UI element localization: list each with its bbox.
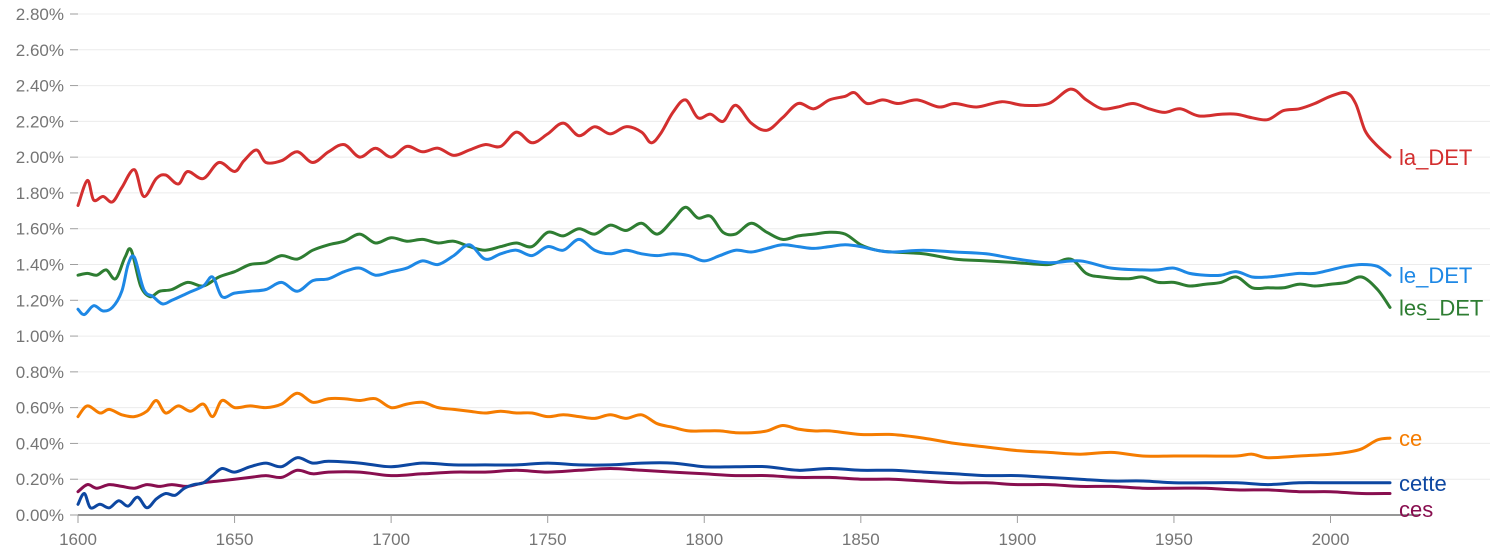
series-label-le-det: le_DET	[1399, 263, 1472, 288]
series-label-les-det: les_DET	[1399, 295, 1483, 320]
series-lines	[76, 87, 1392, 510]
y-tick-label: 0.60%	[16, 399, 64, 418]
series-line-ces	[76, 467, 1392, 496]
gridlines	[78, 13, 1490, 480]
y-tick-label: 2.40%	[16, 77, 64, 96]
y-tick-label: 1.20%	[16, 291, 64, 310]
x-tick-label: 1600	[59, 530, 97, 549]
series-line-les-det	[76, 205, 1392, 309]
series-line-ce	[76, 391, 1392, 460]
series-label-la-det: la_DET	[1399, 145, 1472, 170]
y-tick-label: 1.80%	[16, 184, 64, 203]
x-tick-label: 1700	[372, 530, 410, 549]
y-tick-label: 2.20%	[16, 112, 64, 131]
series-label-ce: ce	[1399, 426, 1422, 451]
x-tick-label: 2000	[1312, 530, 1350, 549]
series-line-cette	[76, 456, 1392, 510]
x-tick-label: 1800	[685, 530, 723, 549]
y-tick-label: 0.20%	[16, 470, 64, 489]
x-tick-label: 1750	[529, 530, 567, 549]
y-axis: 0.00% 0.20% 0.40% 0.60% 0.80% 1.00% 1.20% 1.40%…	[16, 5, 78, 525]
x-tick-label: 1650	[216, 530, 254, 549]
series-line-la-det	[76, 87, 1392, 207]
y-tick-label: 2.80%	[16, 5, 64, 24]
series-line-le-det	[76, 237, 1392, 317]
y-tick-label: 1.00%	[16, 327, 64, 346]
y-tick-label: 0.80%	[16, 363, 64, 382]
y-tick-label: 1.40%	[16, 256, 64, 275]
y-tick-label: 0.00%	[16, 506, 64, 525]
x-tick-label: 1900	[998, 530, 1036, 549]
x-axis: 1600 1650 1700 1750 1800 1850 1900 1950 2000	[59, 514, 1420, 549]
x-tick-label: 1950	[1155, 530, 1193, 549]
y-tick-label: 1.60%	[16, 220, 64, 239]
series-label-ces: ces	[1399, 497, 1433, 522]
series-label-cette: cette	[1399, 471, 1447, 496]
y-tick-label: 2.60%	[16, 41, 64, 60]
x-tick-label: 1850	[842, 530, 880, 549]
y-tick-label: 0.40%	[16, 434, 64, 453]
y-tick-label: 2.00%	[16, 148, 64, 167]
